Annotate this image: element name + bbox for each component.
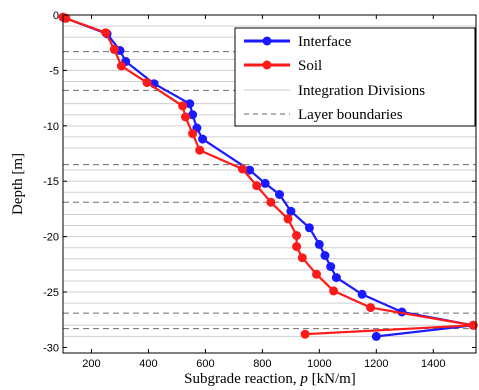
point-interface-6 <box>185 99 195 109</box>
point-soil-11 <box>252 181 262 191</box>
y-tick-label-3: -15 <box>43 176 59 188</box>
x-tick-label-1: 400 <box>139 358 157 370</box>
point-soil-16 <box>297 253 307 263</box>
point-interface-19 <box>357 289 367 299</box>
axis-layer: 200 400 600 800 1000 1200 1400 0 -5 -10 -15 -20 -25 -… <box>43 10 476 370</box>
legend-marker-interface <box>262 36 272 46</box>
point-soil-21 <box>300 329 310 339</box>
x-axis-title: Subgrade reaction, p [kN/m] <box>184 371 356 387</box>
y-tick-label-2: -10 <box>43 121 59 133</box>
point-interface-10 <box>245 165 255 175</box>
point-soil-1 <box>61 13 71 23</box>
point-soil-12 <box>266 197 276 207</box>
x-tick-label-2: 600 <box>196 358 214 370</box>
point-soil-8 <box>188 129 198 139</box>
point-soil-18 <box>329 286 339 296</box>
point-soil-4 <box>116 61 126 71</box>
point-soil-14 <box>292 231 302 240</box>
point-soil-5 <box>142 78 152 88</box>
plot-frame <box>62 14 477 354</box>
x-tick-label-5: 1200 <box>364 358 388 370</box>
point-interface-18 <box>331 273 341 283</box>
x-tick-label-3: 800 <box>253 358 271 370</box>
point-interface-16 <box>320 251 330 260</box>
point-interface-13 <box>286 206 296 216</box>
point-soil-3 <box>109 44 119 54</box>
point-interface-11 <box>260 178 270 188</box>
point-soil-2 <box>101 28 111 38</box>
legend-marker-soil <box>262 60 272 70</box>
point-soil-19 <box>366 303 376 313</box>
legend-label-integration: Integration Divisions <box>298 83 425 99</box>
point-soil-20 <box>468 320 478 330</box>
point-soil-10 <box>237 164 247 174</box>
point-soil-13 <box>283 214 293 224</box>
x-tick-label-0: 200 <box>82 358 100 370</box>
y-tick-label-4: -20 <box>43 232 59 244</box>
point-interface-12 <box>275 190 284 199</box>
y-tick-label-6: -30 <box>43 342 59 354</box>
point-soil-7 <box>181 112 190 122</box>
x-tick-label-4: 1000 <box>307 358 331 370</box>
point-interface-7 <box>188 110 198 120</box>
point-soil-6 <box>178 101 188 111</box>
legend-label-interface: Interface <box>298 34 352 50</box>
y-tick-label-0: 0 <box>53 10 59 22</box>
legend-label-soil: Soil <box>298 58 322 74</box>
legend: Interface Soil Integration Divisions Lay… <box>234 27 476 127</box>
point-interface-17 <box>326 262 336 272</box>
point-soil-9 <box>195 145 205 155</box>
legend-label-layer: Layer boundaries <box>298 107 403 123</box>
x-tick-label-6: 1400 <box>421 358 445 370</box>
point-interface-9 <box>198 134 208 144</box>
y-tick-label-5: -25 <box>43 287 59 299</box>
point-interface-14 <box>304 223 314 233</box>
y-tick-label-1: -5 <box>49 65 59 77</box>
series-line-soil <box>62 16 475 336</box>
point-interface-15 <box>314 239 324 249</box>
point-interface-22 <box>371 331 381 341</box>
legend-box <box>234 27 476 127</box>
y-axis-title: Depth [m] <box>10 153 26 215</box>
point-soil-17 <box>312 269 321 279</box>
point-soil-15 <box>292 242 302 252</box>
series-layer <box>58 12 478 341</box>
